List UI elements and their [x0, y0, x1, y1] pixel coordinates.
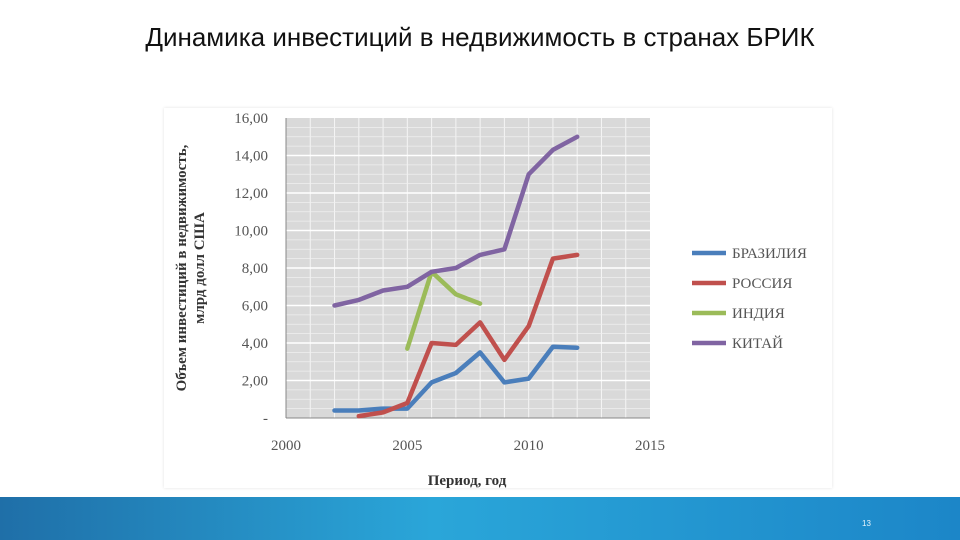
series-line: [356, 252, 580, 419]
y-axis-label-line1: Объем инвестиций в недвижимость,: [174, 144, 190, 391]
y-tick-label: -: [263, 411, 268, 427]
y-tick-label: 14,00: [234, 149, 268, 165]
series-line: [332, 134, 580, 308]
chart-frame: - 2,00 4,00 6,00 8,00 10,00 12,00 14,00 16,00 20…: [164, 108, 832, 488]
x-tick-label: 2005: [392, 438, 422, 454]
y-tick-label: 2,00: [242, 374, 268, 390]
legend-label: ИНДИЯ: [732, 306, 785, 322]
slide-title: Динамика инвестиций в недвижимость в стр…: [145, 22, 815, 52]
line-chart: - 2,00 4,00 6,00 8,00 10,00 12,00 14,00 16,00 20…: [174, 111, 807, 488]
x-tick-labels: 2000 2005 2010 2015: [271, 438, 665, 454]
legend-label: КИТАЙ: [732, 335, 783, 352]
y-tick-label: 10,00: [234, 224, 268, 240]
legend: БРАЗИЛИЯ РОССИЯ ИНДИЯ КИТАЙ: [692, 246, 807, 352]
series-lines: [332, 134, 580, 419]
x-axis-label: Период, год: [428, 473, 507, 488]
y-tick-label: 4,00: [242, 336, 268, 352]
y-tick-label: 12,00: [234, 186, 268, 202]
y-tick-label: 16,00: [234, 111, 268, 127]
y-tick-label: 6,00: [242, 299, 268, 315]
footer-bar: [0, 497, 960, 540]
x-tick-label: 2000: [271, 438, 301, 454]
axes: [285, 118, 650, 419]
y-tick-labels: - 2,00 4,00 6,00 8,00 10,00 12,00 14,00 16,00: [234, 111, 268, 427]
page-number: 13: [862, 519, 871, 528]
y-tick-label: 8,00: [242, 261, 268, 277]
grid-lines: [286, 118, 650, 418]
x-tick-label: 2015: [635, 438, 665, 454]
series-line: [332, 344, 580, 413]
series-line: [405, 269, 483, 351]
legend-label: РОССИЯ: [732, 276, 792, 292]
y-axis-label-line2: млрд долл США: [192, 212, 208, 324]
x-tick-label: 2010: [514, 438, 544, 454]
legend-label: БРАЗИЛИЯ: [732, 246, 807, 262]
